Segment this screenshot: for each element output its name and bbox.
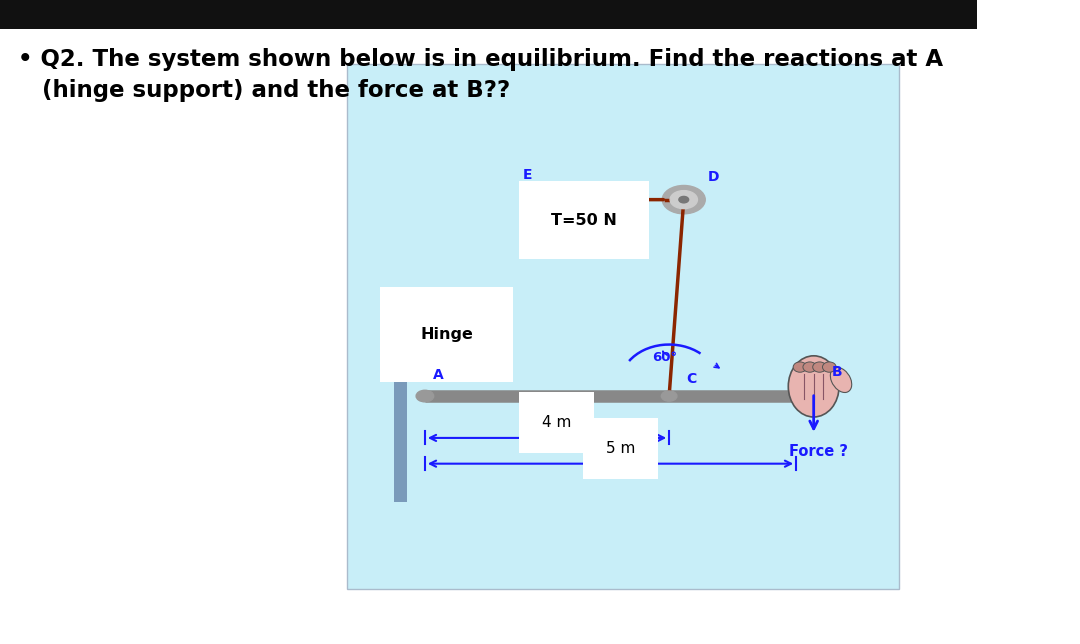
- Circle shape: [679, 196, 689, 203]
- Text: D: D: [707, 169, 719, 184]
- Circle shape: [416, 390, 434, 402]
- Text: B: B: [832, 365, 842, 379]
- Bar: [347, 64, 899, 589]
- Text: Hinge: Hinge: [420, 327, 473, 343]
- Text: 5 m: 5 m: [606, 441, 635, 456]
- Bar: [393, 309, 407, 502]
- Ellipse shape: [788, 355, 839, 417]
- Text: • Q2. The system shown below is in equilibrium. Find the reactions at A: • Q2. The system shown below is in equil…: [17, 48, 943, 71]
- Ellipse shape: [793, 362, 807, 372]
- Text: C: C: [687, 372, 697, 386]
- Circle shape: [661, 391, 677, 401]
- Text: 60°: 60°: [651, 351, 677, 364]
- Text: (hinge support) and the force at B??: (hinge support) and the force at B??: [17, 79, 510, 102]
- Text: 4 m: 4 m: [542, 415, 571, 430]
- Ellipse shape: [802, 362, 816, 372]
- Ellipse shape: [813, 362, 826, 372]
- Bar: [0, 0, 976, 29]
- Ellipse shape: [831, 368, 852, 392]
- Ellipse shape: [823, 362, 836, 372]
- Text: T=50 N: T=50 N: [551, 213, 617, 227]
- Text: E: E: [523, 167, 532, 182]
- Circle shape: [662, 185, 705, 214]
- Text: A: A: [433, 368, 444, 382]
- Circle shape: [670, 191, 698, 209]
- Text: Force ?: Force ?: [789, 444, 848, 459]
